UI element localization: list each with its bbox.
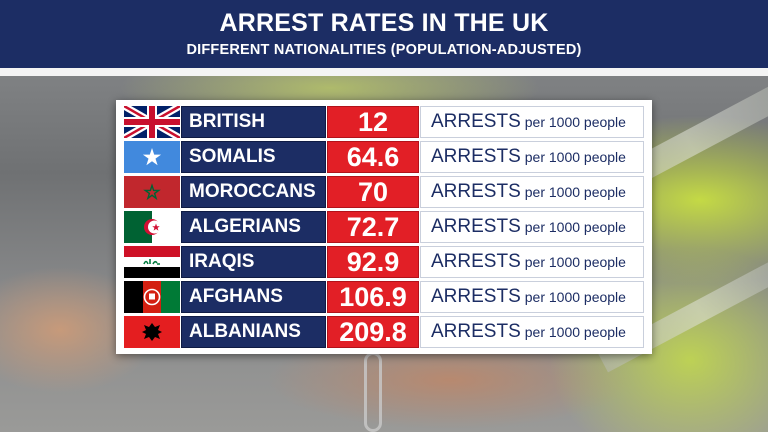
unit-label: ARRESTS per 1000 people	[420, 246, 644, 278]
morocco-flag-icon	[124, 176, 180, 208]
nationality-label: MOROCCANS	[181, 176, 326, 208]
nationality-label: ALGERIANS	[181, 211, 326, 243]
arrest-rate-value: 12	[327, 106, 419, 138]
nationality-label: ALBANIANS	[181, 316, 326, 348]
unit-suffix-text: per 1000 people	[524, 289, 626, 305]
unit-main-text: ARRESTS	[431, 321, 521, 342]
unit-label: ARRESTS per 1000 people	[420, 211, 644, 243]
unit-main-text: ARRESTS	[431, 251, 521, 272]
unit-main-text: ARRESTS	[431, 181, 521, 202]
table-row: MOROCCANS 70 ARRESTS per 1000 people	[124, 176, 644, 208]
unit-main-text: ARRESTS	[431, 111, 521, 132]
table-row: AFGHANS 106.9 ARRESTS per 1000 people	[124, 281, 644, 313]
title-banner: ARREST RATES IN THE UK DIFFERENT NATIONA…	[0, 0, 768, 68]
chart-title: ARREST RATES IN THE UK	[219, 9, 549, 37]
chart-subtitle: DIFFERENT NATIONALITIES (POPULATION-ADJU…	[186, 42, 582, 58]
unit-suffix-text: per 1000 people	[524, 254, 626, 270]
arrest-rate-value: 209.8	[327, 316, 419, 348]
unit-suffix-text: per 1000 people	[524, 324, 626, 340]
algeria-flag-icon	[124, 211, 180, 243]
nationality-label: BRITISH	[181, 106, 326, 138]
unit-suffix-text: per 1000 people	[524, 184, 626, 200]
arrest-rate-value: 106.9	[327, 281, 419, 313]
uk-flag-icon	[124, 106, 180, 138]
unit-label: ARRESTS per 1000 people	[420, 281, 644, 313]
nationality-label: SOMALIS	[181, 141, 326, 173]
header-divider	[0, 68, 768, 76]
table-row: IRAQIS 92.9 ARRESTS per 1000 people	[124, 246, 644, 278]
handcuff-shape	[364, 352, 382, 432]
arrest-rate-value: 64.6	[327, 141, 419, 173]
unit-suffix-text: per 1000 people	[524, 219, 626, 235]
unit-label: ARRESTS per 1000 people	[420, 141, 644, 173]
unit-main-text: ARRESTS	[431, 286, 521, 307]
unit-label: ARRESTS per 1000 people	[420, 316, 644, 348]
nationality-label: IRAQIS	[181, 246, 326, 278]
nationality-label: AFGHANS	[181, 281, 326, 313]
unit-label: ARRESTS per 1000 people	[420, 176, 644, 208]
table-row: ALGERIANS 72.7 ARRESTS per 1000 people	[124, 211, 644, 243]
arrest-rate-value: 72.7	[327, 211, 419, 243]
afghanistan-flag-icon	[124, 281, 180, 313]
unit-main-text: ARRESTS	[431, 146, 521, 167]
arrest-rate-table: BRITISH 12 ARRESTS per 1000 people SOMALI…	[116, 100, 652, 354]
arrest-rate-value: 92.9	[327, 246, 419, 278]
table-row: SOMALIS 64.6 ARRESTS per 1000 people	[124, 141, 644, 173]
table-row: ALBANIANS 209.8 ARRESTS per 1000 people	[124, 316, 644, 348]
unit-main-text: ARRESTS	[431, 216, 521, 237]
unit-suffix-text: per 1000 people	[524, 114, 626, 130]
unit-suffix-text: per 1000 people	[524, 149, 626, 165]
unit-label: ARRESTS per 1000 people	[420, 106, 644, 138]
albania-flag-icon	[124, 316, 180, 348]
somalia-flag-icon	[124, 141, 180, 173]
table-row: BRITISH 12 ARRESTS per 1000 people	[124, 106, 644, 138]
arrest-rate-value: 70	[327, 176, 419, 208]
iraq-flag-icon	[124, 246, 180, 278]
